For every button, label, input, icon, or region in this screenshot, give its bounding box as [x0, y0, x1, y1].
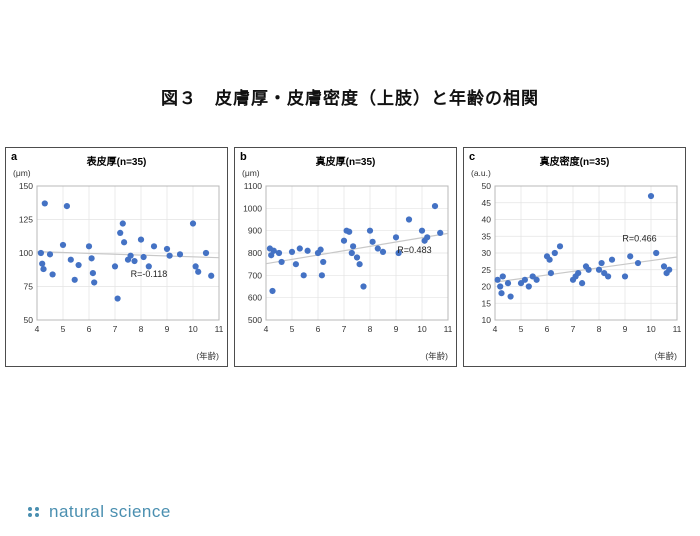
logo-dot	[28, 513, 32, 517]
logo-dots-icon	[28, 507, 40, 517]
chart-panels: a 表皮厚(n=35) (μm) 4 5 6 7 8 9 10 11 50 75 100 125 150…	[5, 147, 686, 367]
svg-text:50: 50	[24, 315, 34, 325]
svg-text:8: 8	[368, 324, 373, 334]
footer-logo: natural science	[28, 502, 171, 522]
chart-panel-c: c 真皮密度(n=35) (a.u.) 4 5 6 7 8 9 10 11 10 15 20 25 30…	[463, 147, 686, 367]
svg-text:11: 11	[215, 324, 224, 334]
svg-text:1000: 1000	[243, 203, 262, 213]
svg-text:40: 40	[482, 215, 492, 225]
svg-text:7: 7	[342, 324, 347, 334]
svg-text:11: 11	[444, 324, 453, 334]
x-axis-label-c: (年齢)	[654, 351, 677, 361]
svg-text:600: 600	[248, 293, 262, 303]
svg-text:5: 5	[61, 324, 66, 334]
svg-text:35: 35	[482, 231, 492, 241]
x-axis-label-b: (年齢)	[425, 351, 448, 361]
svg-text:R=-0.118: R=-0.118	[131, 269, 168, 279]
svg-text:6: 6	[316, 324, 321, 334]
svg-text:10: 10	[417, 324, 427, 334]
svg-text:6: 6	[87, 324, 92, 334]
svg-text:900: 900	[248, 226, 262, 236]
y-axis-unit-a: (μm)	[13, 168, 31, 178]
svg-text:7: 7	[113, 324, 118, 334]
svg-text:6: 6	[545, 324, 550, 334]
logo-text: natural science	[49, 502, 171, 521]
svg-text:9: 9	[394, 324, 399, 334]
svg-text:25: 25	[482, 265, 492, 275]
svg-text:50: 50	[482, 181, 492, 191]
svg-text:20: 20	[482, 282, 492, 292]
svg-text:8: 8	[139, 324, 144, 334]
svg-text:125: 125	[19, 215, 33, 225]
svg-text:10: 10	[482, 315, 492, 325]
svg-text:8: 8	[597, 324, 602, 334]
svg-text:500: 500	[248, 315, 262, 325]
chart-panel-b: b 真皮厚(n=35) (μm) 4 5 6 7 8 9 10 11 500 600 700 800 9…	[234, 147, 457, 367]
svg-text:30: 30	[482, 248, 492, 258]
svg-text:150: 150	[19, 181, 33, 191]
svg-text:R=0.483: R=0.483	[397, 245, 431, 255]
logo-dot	[35, 513, 39, 517]
chart-title-a: 表皮厚(n=35)	[86, 157, 147, 168]
panel-label-b: b	[240, 151, 247, 163]
svg-text:1100: 1100	[244, 181, 263, 191]
y-axis-unit-b: (μm)	[242, 168, 260, 178]
logo-dot	[28, 507, 32, 511]
svg-text:700: 700	[248, 270, 262, 280]
y-axis-unit-c: (a.u.)	[471, 168, 491, 178]
svg-text:5: 5	[519, 324, 524, 334]
chart-title-c: 真皮密度(n=35)	[539, 157, 610, 168]
svg-text:45: 45	[482, 198, 492, 208]
figure-title: 図３ 皮膚厚・皮膚密度（上肢）と年齢の相関	[161, 89, 539, 108]
svg-text:4: 4	[264, 324, 269, 334]
svg-text:4: 4	[493, 324, 498, 334]
panel-label-c: c	[469, 151, 476, 163]
svg-text:4: 4	[35, 324, 40, 334]
svg-text:10: 10	[646, 324, 656, 334]
panel-label-a: a	[11, 151, 18, 163]
svg-text:5: 5	[290, 324, 295, 334]
svg-text:7: 7	[571, 324, 576, 334]
scatter-chart-b: 4 5 6 7 8 9 10 11 500 600 700 800 900 1000 1100 R=0.483	[243, 181, 453, 334]
svg-text:75: 75	[24, 282, 34, 292]
logo-dot	[35, 507, 39, 511]
svg-text:R=0.466: R=0.466	[622, 233, 656, 243]
svg-text:11: 11	[673, 324, 682, 334]
svg-text:15: 15	[482, 298, 492, 308]
svg-text:800: 800	[248, 248, 262, 258]
svg-text:9: 9	[165, 324, 170, 334]
svg-text:10: 10	[188, 324, 198, 334]
scatter-chart-a: 4 5 6 7 8 9 10 11 50 75 100 125 150 R=-0.118	[19, 181, 224, 334]
chart-title-b: 真皮厚(n=35)	[315, 157, 376, 168]
svg-text:100: 100	[19, 248, 33, 258]
x-axis-label-a: (年齢)	[196, 351, 219, 361]
chart-panel-a: a 表皮厚(n=35) (μm) 4 5 6 7 8 9 10 11 50 75 100 125 150…	[5, 147, 228, 367]
svg-text:9: 9	[623, 324, 628, 334]
